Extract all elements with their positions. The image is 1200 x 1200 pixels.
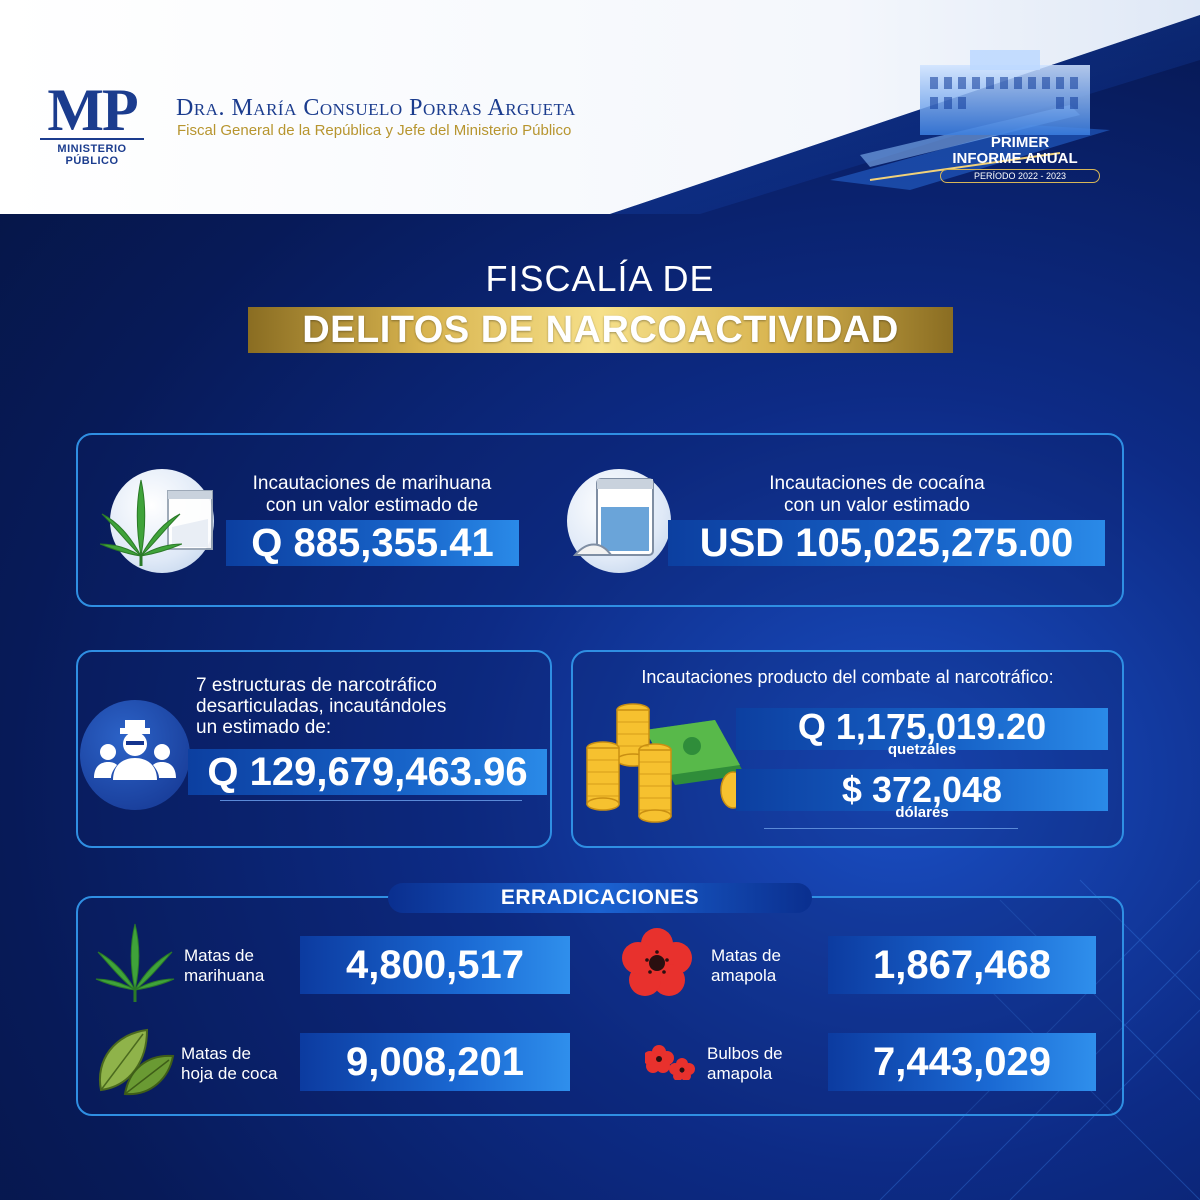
marijuana-leaf-icon: [95, 923, 175, 1002]
coca-leaf-icon: [98, 1028, 175, 1096]
logo-subtitle: MINISTERIO PÚBLICO: [57, 143, 127, 167]
report-title-line1: PRIMER: [990, 134, 1050, 151]
page-title-banner: DELITOS DE NARCOACTIVIDAD: [248, 307, 953, 353]
cocaine-bag-icon: [572, 478, 654, 556]
combat-underline: [764, 828, 1018, 829]
combat-quetzales-value: Q 1,175,019.20: [736, 708, 1108, 750]
logo-divider: [40, 138, 144, 140]
marijuana-seizure-label-2: con un valor estimado de: [265, 495, 479, 516]
money-coins-icon: [586, 703, 746, 823]
poppy-bulbs-icon: [645, 1045, 695, 1080]
erad-bulbs-value: 7,443,029: [828, 1033, 1096, 1091]
page-title-line1: FISCALÍA DE: [485, 258, 715, 299]
marijuana-seizure-label-1: Incautaciones de marihuana: [252, 473, 492, 494]
eradications-title: ERRADICACIONES: [388, 883, 812, 913]
combat-quetzales-unit: quetzales: [887, 741, 957, 758]
structures-label-2: desarticuladas, incautándoles: [196, 696, 447, 717]
cocaine-seizure-value: USD 105,025,275.00: [668, 520, 1105, 566]
marijuana-seizure-icon: [110, 469, 214, 573]
combat-dollars-unit: dólares: [895, 804, 949, 821]
combat-label: Incautaciones producto del combate al na…: [641, 667, 1054, 687]
building-icon: [830, 50, 1110, 190]
marijuana-leaf-icon: [100, 479, 182, 566]
combat-dollars-value: $ 372,048: [736, 769, 1108, 811]
erad-poppy-label-2: amapola: [711, 966, 777, 985]
cocaine-seizure-label-1: Incautaciones de cocaína: [769, 473, 985, 494]
erad-coca-label-1: Matas de: [181, 1044, 251, 1063]
criminal-group-icon: [94, 720, 176, 780]
mp-logo: MP MINISTERIO PÚBLICO: [36, 77, 148, 167]
erad-marijuana-label-2: marihuana: [184, 966, 265, 985]
structures-label-3: un estimado de:: [196, 717, 332, 738]
structures-icon: [80, 700, 190, 810]
erad-coca-label-2: hoja de coca: [181, 1064, 278, 1083]
poppy-flower-icon: [622, 928, 692, 996]
erad-coca-value: 9,008,201: [300, 1033, 570, 1091]
cocaine-seizure-label-2: con un valor estimado: [784, 495, 970, 516]
structures-value: Q 129,679,463.96: [188, 749, 547, 795]
annual-report-badge: PRIMER INFORME ANUAL PERÍODO 2022 - 2023: [830, 35, 1110, 195]
report-period: PERÍODO 2022 - 2023: [940, 169, 1100, 183]
logo-letters: MP: [47, 77, 138, 143]
erad-poppy-value: 1,867,468: [828, 936, 1096, 994]
official-position: Fiscal General de la República y Jefe de…: [177, 122, 572, 139]
structures-underline: [220, 800, 522, 801]
page-title-line2: DELITOS DE NARCOACTIVIDAD: [302, 309, 899, 351]
marijuana-bag-icon: [167, 490, 213, 550]
marijuana-seizure-value: Q 885,355.41: [226, 520, 519, 566]
report-title-line2: INFORME ANUAL: [952, 150, 1078, 167]
structures-label-1: 7 estructuras de narcotráfico: [196, 675, 437, 696]
erad-bulbs-label-1: Bulbos de: [707, 1044, 783, 1063]
cocaine-seizure-icon: [567, 469, 671, 573]
erad-poppy-label-1: Matas de: [711, 946, 781, 965]
official-name: Dra. María Consuelo Porras Argueta: [176, 95, 576, 121]
erad-marijuana-label-1: Matas de: [184, 946, 254, 965]
erad-marijuana-value: 4,800,517: [300, 936, 570, 994]
erad-bulbs-label-2: amapola: [707, 1064, 773, 1083]
